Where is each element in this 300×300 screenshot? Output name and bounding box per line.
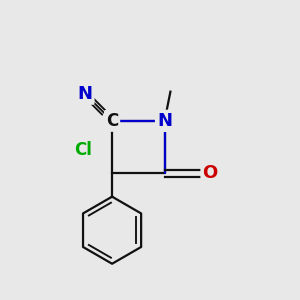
Text: N: N xyxy=(157,112,172,130)
Text: Cl: Cl xyxy=(74,141,92,159)
Text: C: C xyxy=(106,112,118,130)
Text: N: N xyxy=(78,85,93,103)
Text: O: O xyxy=(202,164,218,182)
